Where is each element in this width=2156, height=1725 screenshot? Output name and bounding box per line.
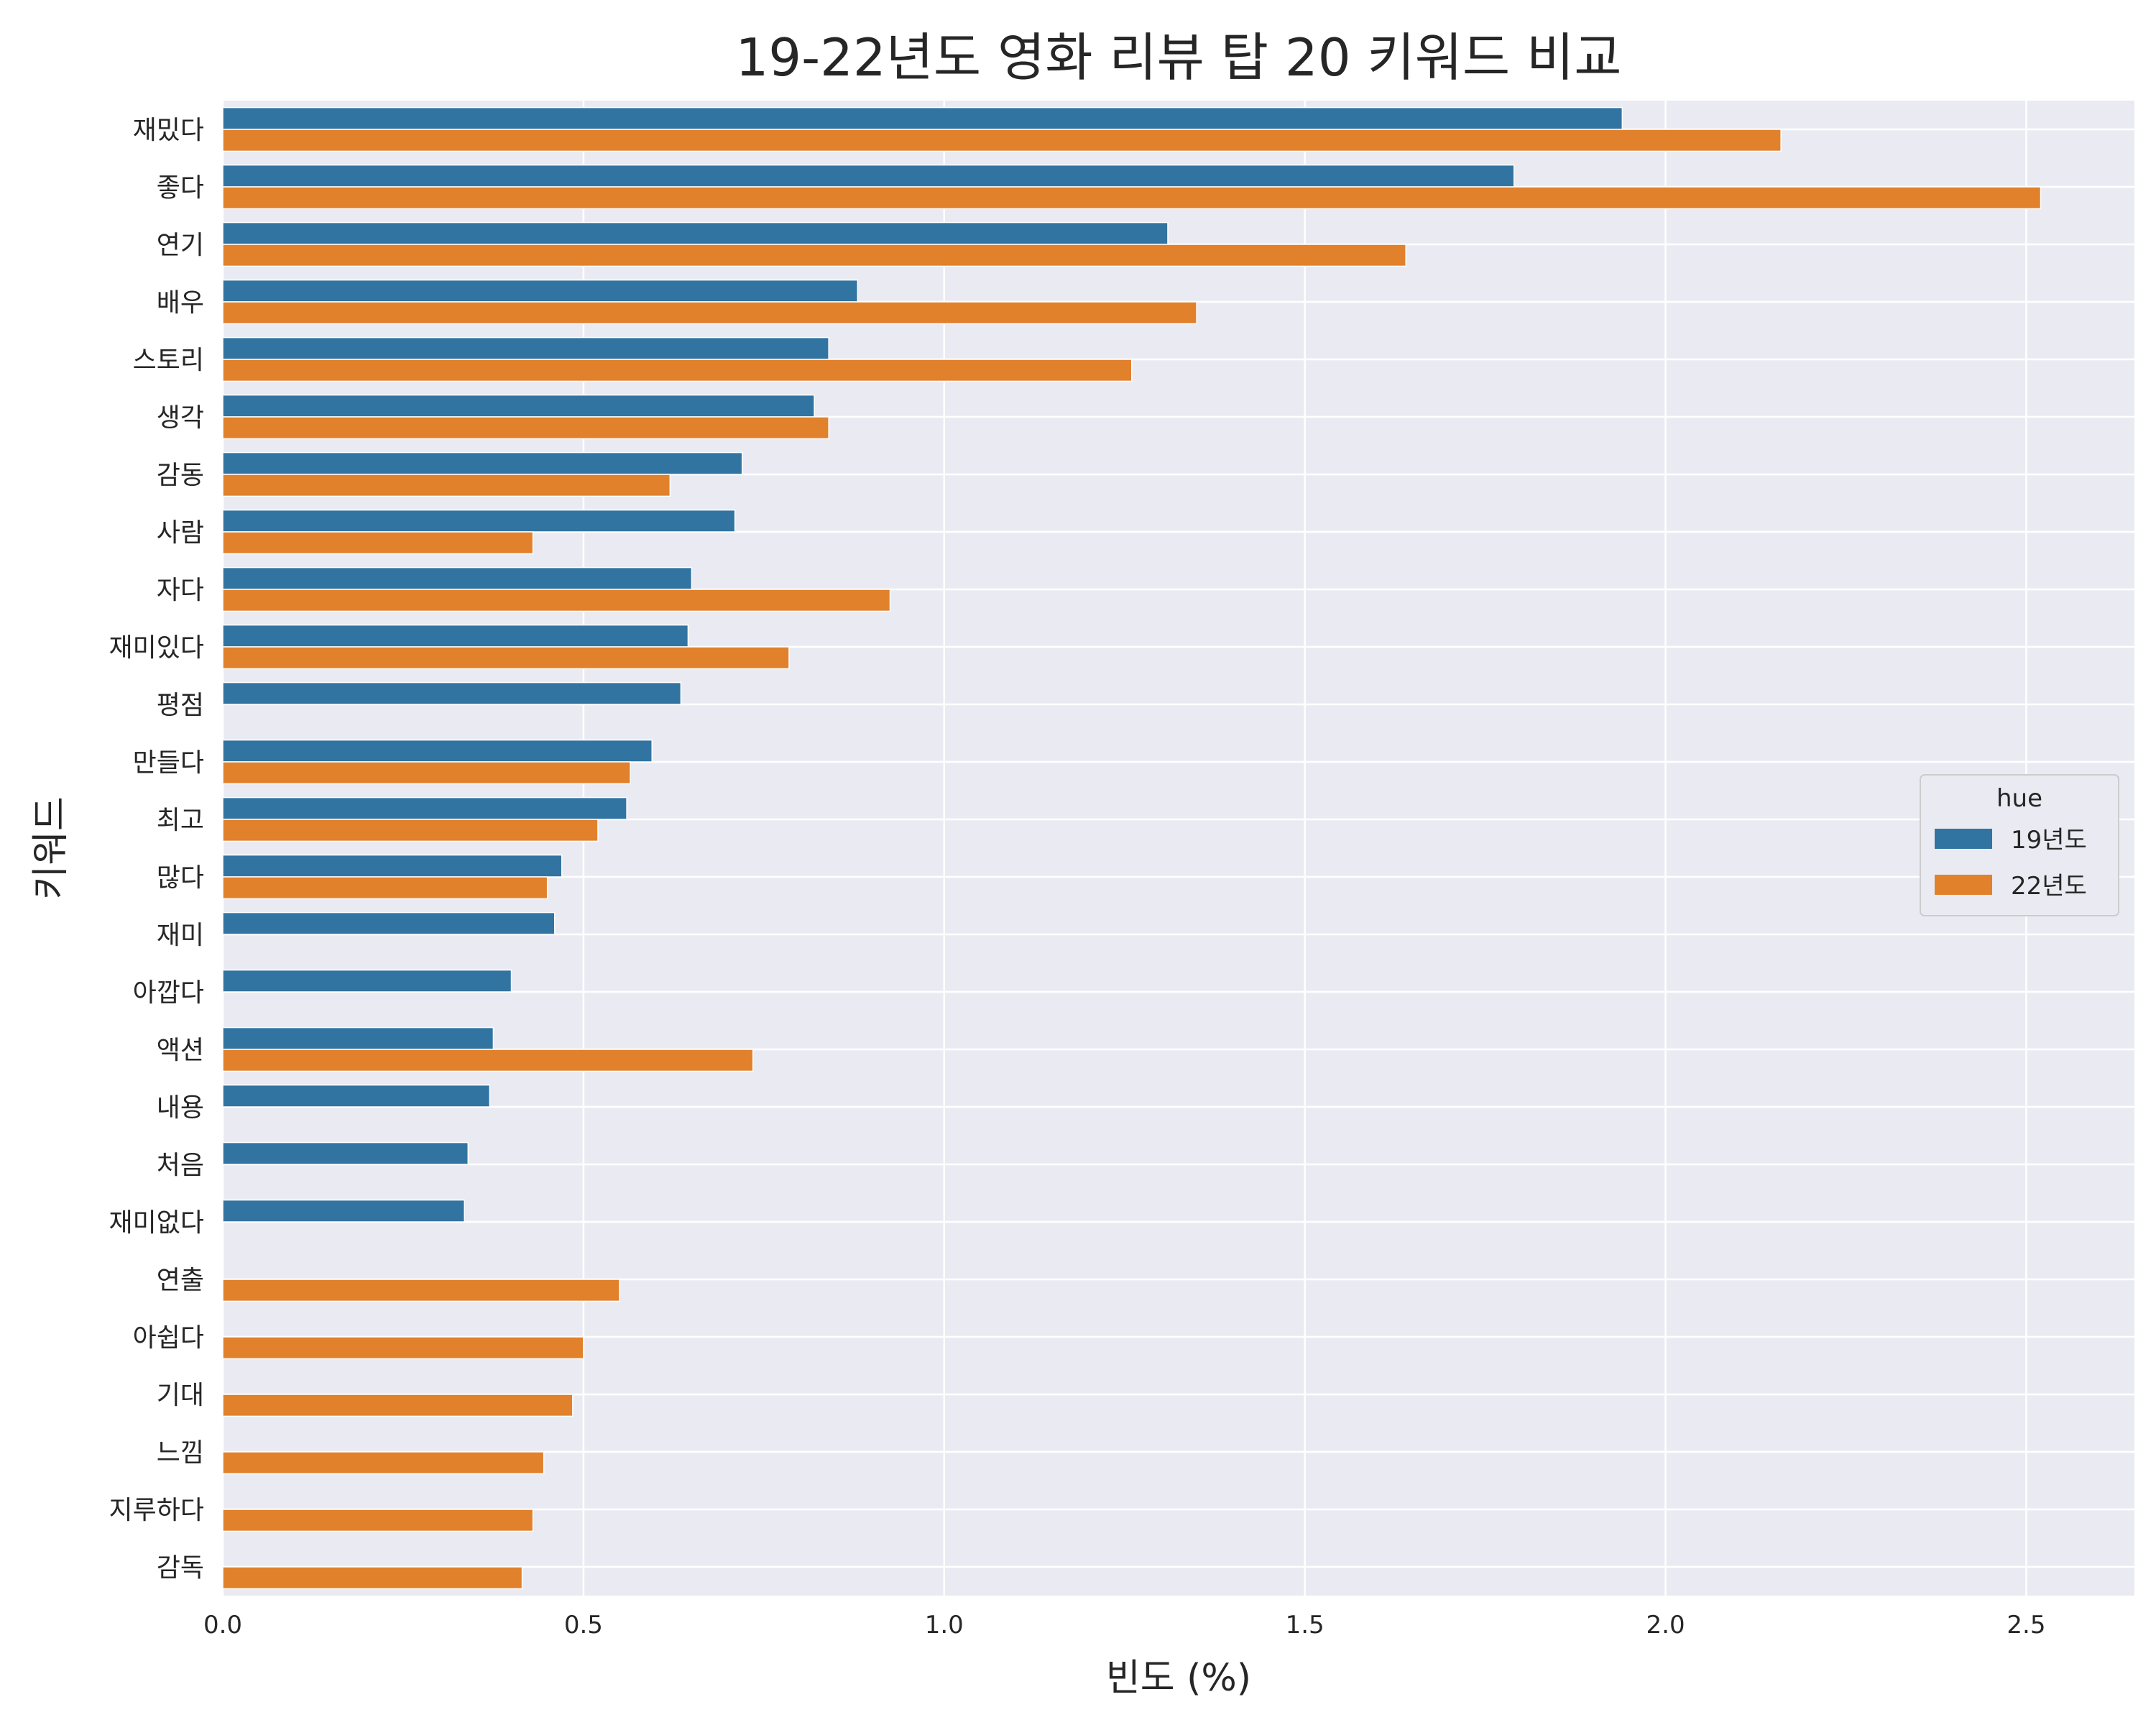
bar-19-감동 [222,451,743,475]
bar-22-감동 [222,474,671,497]
legend: hue 19년도 22년도 [1920,774,2119,916]
category-label: 생각 [157,403,204,433]
legend-swatch-19 [1935,829,1992,849]
x-tick-label: 2.0 [1646,1611,1685,1639]
bar-22-재미있다 [222,646,790,670]
category-label: 평점 [157,691,204,720]
category-label: 많다 [157,863,204,893]
x-axis-label: 빈도 (%) [1106,1657,1251,1700]
bar-19-사람 [222,509,736,533]
x-tick-label: 2.5 [2007,1611,2045,1639]
x-tick-label: 1.0 [925,1611,964,1639]
bar-22-액션 [222,1049,754,1072]
bar-22-기대 [222,1394,573,1417]
chart-title: 19-22년도 영화 리뷰 탑 20 키워드 비교 [735,27,1621,88]
bar-22-좋다 [222,186,2042,210]
bar-22-배우 [222,301,1197,325]
category-label: 기대 [157,1381,204,1410]
legend-title: hue [1996,784,2042,813]
bar-22-느낌 [222,1451,545,1475]
category-label: 스토리 [133,346,204,375]
category-label: 재밌다 [133,116,204,145]
bar-22-지루하다 [222,1509,534,1532]
bar-19-배우 [222,279,859,303]
category-label: 연출 [157,1266,204,1295]
legend-label-19: 19년도 [2011,826,2087,855]
bar-22-사람 [222,531,534,555]
category-label: 감동 [157,461,204,490]
category-label: 만들다 [133,748,204,778]
category-label: 재미 [157,921,204,950]
bar-22-만들다 [222,761,631,785]
x-tick-label: 1.5 [1286,1611,1325,1639]
category-label: 느낌 [157,1438,204,1468]
category-label: 액션 [157,1036,204,1065]
bar-22-연출 [222,1279,620,1302]
y-categories: 재밌다좋다연기배우스토리생각감동사람자다재미있다평점만들다최고많다재미아깝다액션… [109,116,204,1583]
bar-19-자다 [222,566,693,590]
category-label: 재미없다 [109,1208,204,1238]
bar-22-재밌다 [222,129,1782,152]
bar-19-액션 [222,1026,494,1050]
bar-22-감독 [222,1566,523,1590]
category-label: 자다 [157,576,204,605]
category-label: 배우 [157,288,204,318]
bar-22-생각 [222,416,829,440]
bar-19-만들다 [222,739,653,763]
bar-19-재밌다 [222,106,1623,130]
bar-19-좋다 [222,164,1515,188]
category-label: 재미있다 [109,633,204,663]
bar-19-아깝다 [222,969,512,993]
plot-background [223,101,2134,1596]
category-label: 최고 [157,806,204,835]
bar-22-아쉽다 [222,1336,584,1360]
category-label: 지루하다 [109,1496,204,1525]
legend-swatch-22 [1935,875,1992,895]
bar-22-자다 [222,589,891,612]
bar-22-연기 [222,244,1406,267]
bars [222,106,2042,1590]
bar-19-연기 [222,221,1169,245]
bar-19-처음 [222,1141,469,1165]
bar-19-재미 [222,911,556,935]
category-label: 처음 [157,1151,204,1180]
bar-19-내용 [222,1084,491,1108]
category-label: 내용 [157,1093,204,1123]
bar-22-스토리 [222,359,1133,382]
bar-19-재미없다 [222,1199,466,1223]
bar-19-평점 [222,681,682,705]
category-label: 좋다 [157,173,204,203]
bar-19-스토리 [222,336,829,360]
bar-19-생각 [222,394,815,418]
bar-22-최고 [222,819,599,842]
category-label: 사람 [157,518,204,548]
category-label: 감독 [157,1553,204,1583]
legend-label-22: 22년도 [2011,872,2087,901]
bar-19-재미있다 [222,624,689,648]
category-label: 아깝다 [133,978,204,1008]
category-label: 아쉽다 [133,1323,204,1353]
bar-19-많다 [222,854,563,878]
x-tick-label: 0.5 [564,1611,603,1639]
bar-22-많다 [222,876,548,900]
x-ticks: 0.0 0.5 1.0 1.5 2.0 2.5 [203,1611,2046,1639]
x-tick-label: 0.0 [203,1611,242,1639]
bar-19-최고 [222,796,627,820]
category-label: 연기 [157,231,204,260]
y-axis-label: 키워드 [29,796,73,900]
